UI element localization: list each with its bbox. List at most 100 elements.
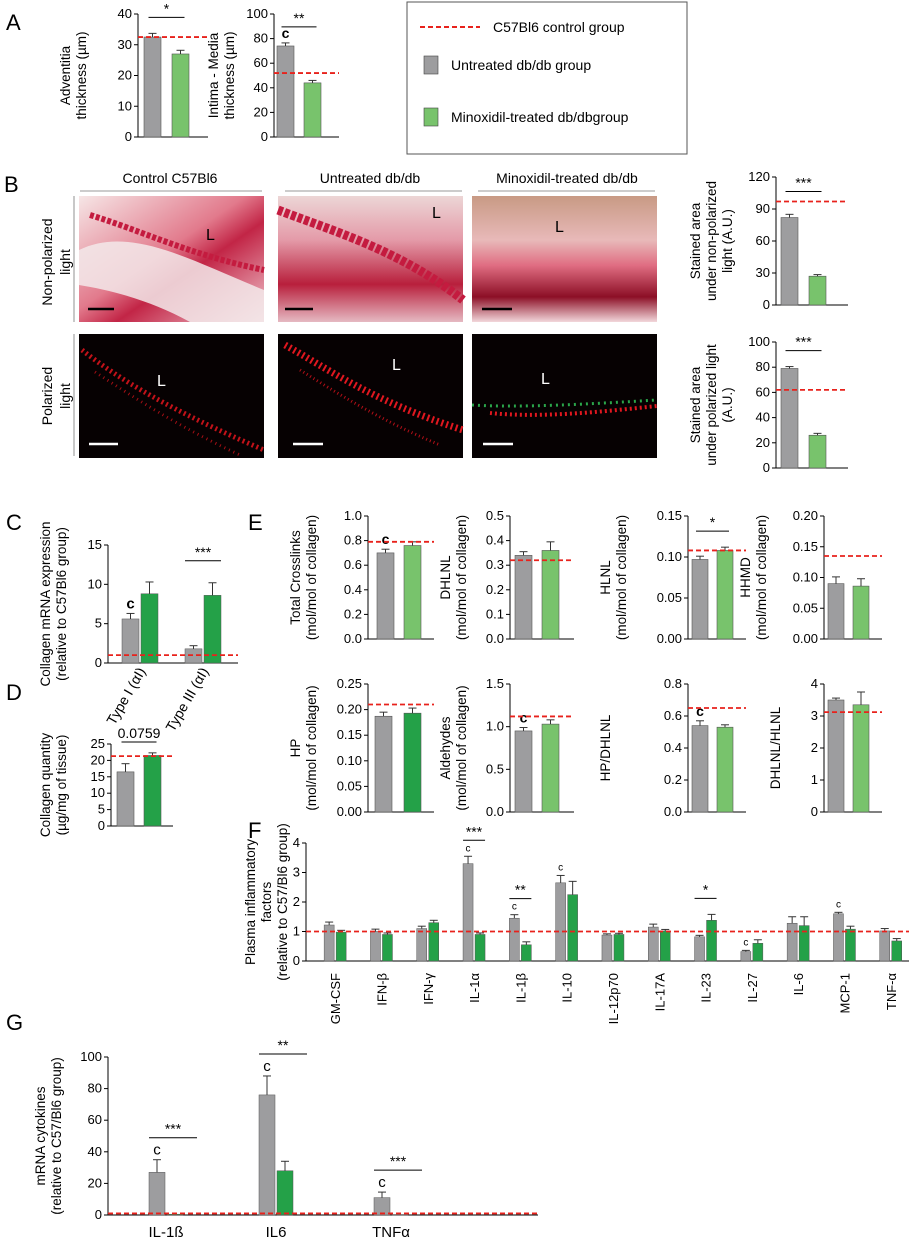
y-axis-label-line: (A.U.) — [720, 387, 735, 422]
y-axis-label: Plasma inflammatoryfactors(relative to C… — [243, 823, 290, 981]
y-tick-label: 4 — [811, 676, 818, 691]
bar-minoxidil — [276, 1170, 294, 1216]
chart-a2: 0 20 40 60 80 100 Intima - Mediathickness (µm)… — [206, 6, 339, 144]
y-tick-label: 0.8 — [344, 533, 362, 548]
y-tick-label: 10 — [88, 576, 102, 591]
x-tick-label: IL-1β — [513, 973, 528, 1003]
lumen-label: L — [541, 371, 550, 388]
lumen-label: L — [432, 205, 441, 222]
y-axis-label-line: (mol/mol of collagen) — [454, 515, 469, 640]
y-tick-label: 3 — [811, 708, 818, 723]
y-tick-label: 20 — [91, 752, 105, 767]
x-tick-label: IL-27 — [745, 973, 760, 1003]
bar-minoxidil — [382, 934, 393, 962]
bar-untreated — [780, 217, 799, 306]
significance-label: *** — [165, 1121, 182, 1137]
bar-untreated — [555, 882, 566, 962]
chart-c: 0 5 10 15 Collagen mRNA expression(relative … — [38, 521, 238, 734]
bar-minoxidil — [613, 934, 625, 962]
y-tick-label: 0.05 — [337, 778, 362, 793]
y-axis-label: Stained areaunder non-polarizedlight (A.… — [688, 181, 735, 301]
y-tick-label: 0 — [98, 818, 105, 833]
y-tick-label: 80 — [254, 31, 268, 46]
bar-untreated — [462, 863, 474, 962]
bar-untreated — [116, 771, 135, 827]
y-tick-label: 0.0 — [486, 804, 504, 819]
bar-untreated — [373, 1197, 391, 1216]
bar-untreated — [691, 725, 709, 813]
y-axis-label-line: light (A.U.) — [720, 209, 735, 273]
column-header-control: Control C57Bl6 — [123, 170, 218, 186]
y-tick-label: 15 — [91, 769, 105, 784]
legend-control-label: C57Bl6 control group — [493, 19, 625, 35]
bar-minoxidil — [171, 53, 190, 138]
y-axis-label: mRNA cytokines(relative to C57/Bl6 group… — [33, 1057, 64, 1215]
legend-untreated-swatch — [423, 55, 439, 75]
bar-untreated — [827, 699, 845, 813]
y-tick-label: 0.00 — [793, 631, 818, 646]
bar-minoxidil — [808, 434, 827, 469]
bar-minoxidil — [808, 275, 827, 306]
y-tick-label: 0.15 — [657, 508, 682, 523]
y-tick-label: 0.8 — [664, 676, 682, 691]
column-header-minoxidil: Minoxidil-treated db/db — [496, 170, 638, 186]
chart-e3: 0.00 0.05 0.10 0.15 HLNL(mol/mol of collagen… — [598, 508, 746, 646]
y-tick-label: 40 — [118, 6, 132, 21]
y-tick-label: 0 — [811, 804, 818, 819]
y-tick-label: 0.10 — [657, 549, 682, 564]
y-axis-label: HP/DHLNL — [598, 714, 613, 781]
x-tick-label: IL-12p70 — [606, 973, 621, 1024]
y-tick-label: 40 — [88, 1144, 102, 1159]
bar-untreated — [740, 951, 752, 962]
y-tick-label: 0.2 — [486, 582, 504, 597]
y-axis-label-line: Stained area — [688, 202, 703, 279]
y-tick-label: 0.0 — [344, 631, 362, 646]
x-tick-label: IL6 — [266, 1224, 287, 1241]
significance-label: 0.0759 — [118, 725, 161, 741]
significance-label: *** — [795, 175, 812, 191]
chart-e2: 0.0 0.1 0.2 0.3 0.4 0.5 DHLNL(mol/mol of colla… — [438, 508, 574, 646]
bar-untreated — [694, 936, 705, 962]
y-axis-label: Aldehydes(mol/mol of collagen) — [438, 685, 469, 810]
y-tick-label: 1.0 — [486, 719, 504, 734]
micrograph-control-nonpolarized: L — [79, 196, 265, 322]
y-axis-label-line: Plasma inflammatory — [243, 839, 258, 965]
y-tick-label: 0.4 — [344, 582, 362, 597]
y-axis-label-line: DHLNL — [438, 555, 453, 600]
micrograph-minoxidil-nonpolarized: L — [472, 196, 657, 322]
y-tick-label: 0 — [763, 460, 770, 475]
y-tick-label: 0.3 — [486, 557, 504, 572]
y-tick-label: 10 — [91, 785, 105, 800]
chart-e6: 0.0 0.5 1.0 1.5 Aldehydes(mol/mol of collage… — [438, 676, 574, 819]
y-axis-label: Stained areaunder polarized light(A.U.) — [688, 344, 735, 466]
y-tick-label: 0.5 — [486, 761, 504, 776]
x-tick-label: IL-17A — [652, 973, 667, 1012]
x-tick-label: GM-CSF — [328, 973, 343, 1024]
y-tick-label: 2 — [293, 894, 300, 909]
y-axis-label-line: (relative to C57/Bl6 group) — [49, 1057, 64, 1215]
bar-untreated — [276, 45, 295, 138]
bar-minoxidil — [660, 930, 671, 962]
y-tick-label: 0 — [95, 655, 102, 670]
y-axis-label-line: mRNA cytokines — [33, 1086, 48, 1185]
bar-minoxidil — [166, 1213, 184, 1216]
bar-minoxidil — [567, 894, 578, 962]
y-tick-label: 20 — [88, 1175, 102, 1190]
y-axis-label-line: (mol/mol of collagen) — [304, 515, 319, 640]
y-tick-label: 0.15 — [337, 727, 362, 742]
bar-untreated — [601, 934, 613, 962]
bar-untreated — [879, 930, 890, 962]
y-tick-label: 0 — [293, 953, 300, 968]
lumen-label: L — [555, 219, 564, 236]
y-tick-label: 0.20 — [793, 508, 818, 523]
y-tick-label: 0 — [763, 297, 770, 312]
bar-untreated — [258, 1094, 276, 1216]
y-tick-label: 25 — [91, 736, 105, 751]
c-significance-label: c — [126, 595, 134, 612]
y-tick-label: 0.25 — [337, 676, 362, 691]
legend-minoxidil-label: Minoxidil-treated db/dbgroup — [451, 109, 629, 125]
micrograph-untreated-nonpolarized: L — [276, 196, 466, 322]
y-tick-label: 10 — [118, 98, 132, 113]
